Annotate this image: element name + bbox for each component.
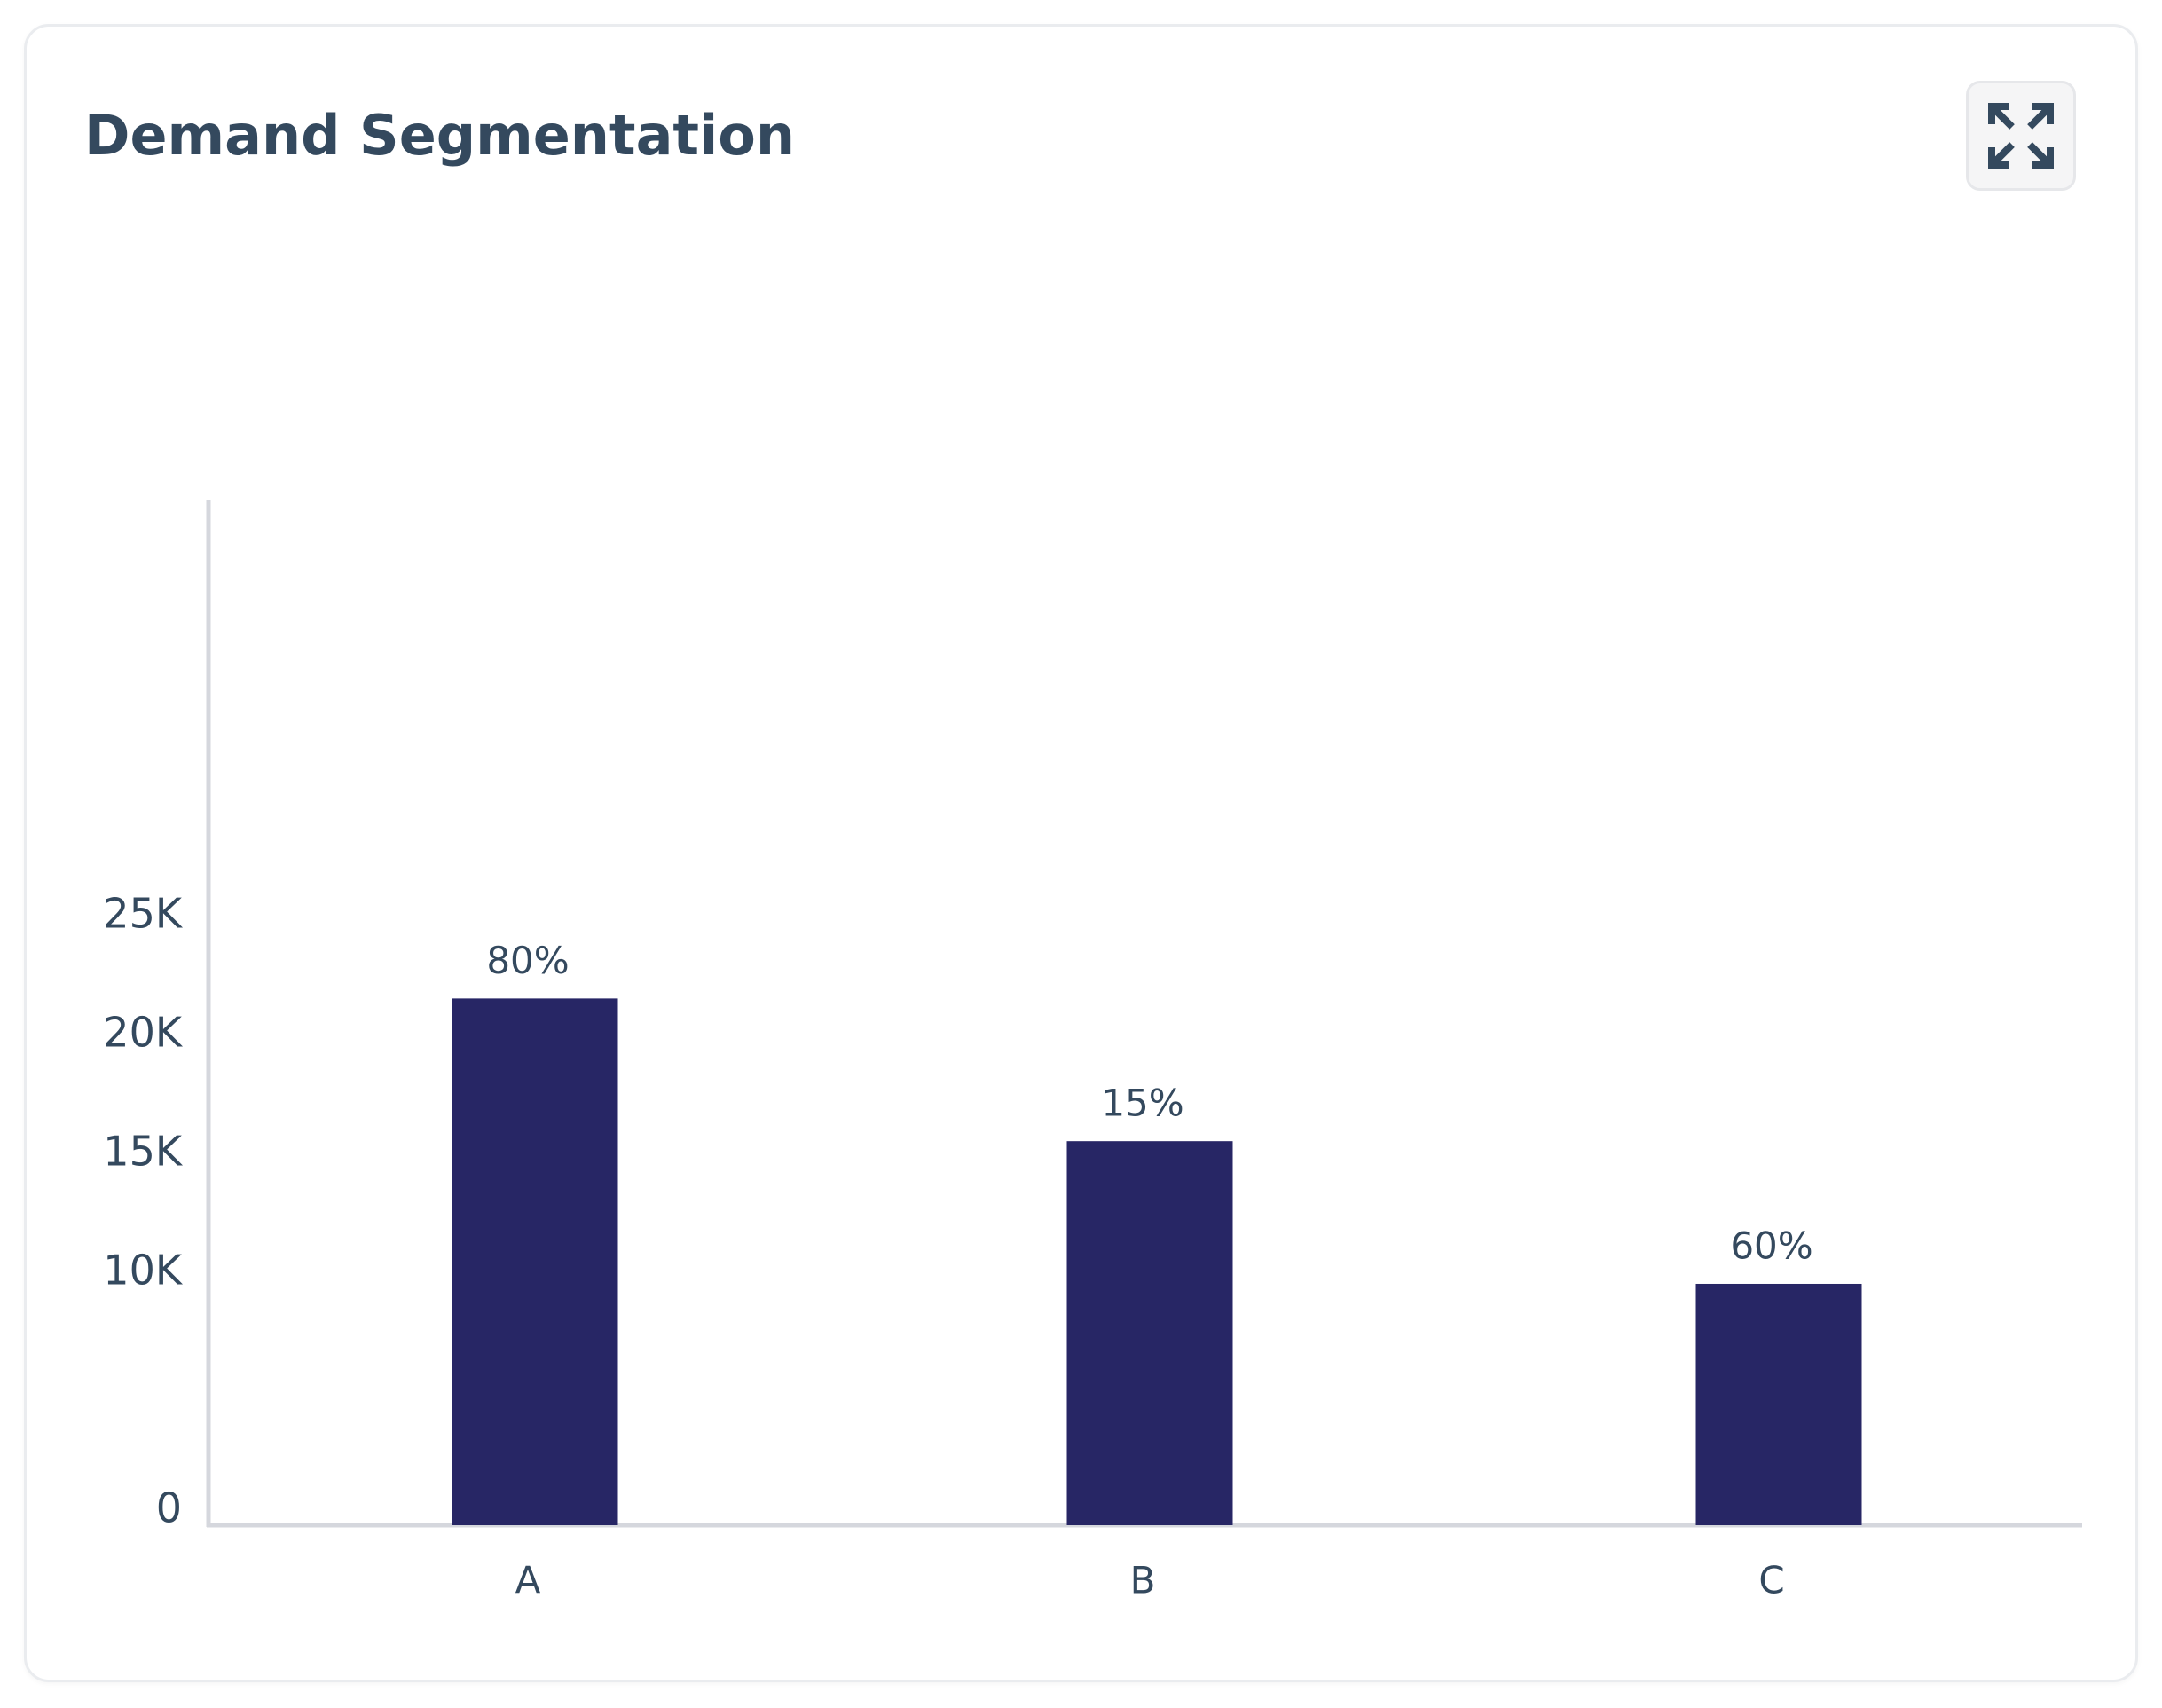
expand-button[interactable] (1966, 81, 2076, 191)
expand-arrows-icon (1988, 103, 2054, 169)
bar-data-label: 80% (486, 939, 569, 982)
x-tick-label: A (515, 1559, 541, 1602)
bars (452, 998, 1862, 1525)
x-tick-label: C (1758, 1559, 1784, 1602)
bar-c[interactable] (1695, 1283, 1862, 1525)
bar-a[interactable] (452, 998, 618, 1525)
y-tick-label: 15K (103, 1128, 184, 1176)
y-tick-label: 10K (103, 1247, 184, 1295)
bar-b[interactable] (1066, 1141, 1233, 1525)
bar-data-label: 60% (1730, 1224, 1812, 1267)
x-tick-label: B (1130, 1559, 1156, 1602)
bar-data-labels: 80% 15% 60% (486, 939, 1812, 1268)
y-tick-label: 20K (103, 1009, 184, 1057)
y-axis-ticks: 0 10K 15K 20K 25K (103, 890, 184, 1532)
chart-title: Demand Segmentation (84, 103, 796, 168)
x-axis-category-labels: A B C (515, 1559, 1785, 1602)
y-tick-label: 0 (156, 1484, 182, 1532)
y-tick-label: 25K (103, 890, 184, 938)
bar-data-label: 15% (1101, 1082, 1183, 1125)
